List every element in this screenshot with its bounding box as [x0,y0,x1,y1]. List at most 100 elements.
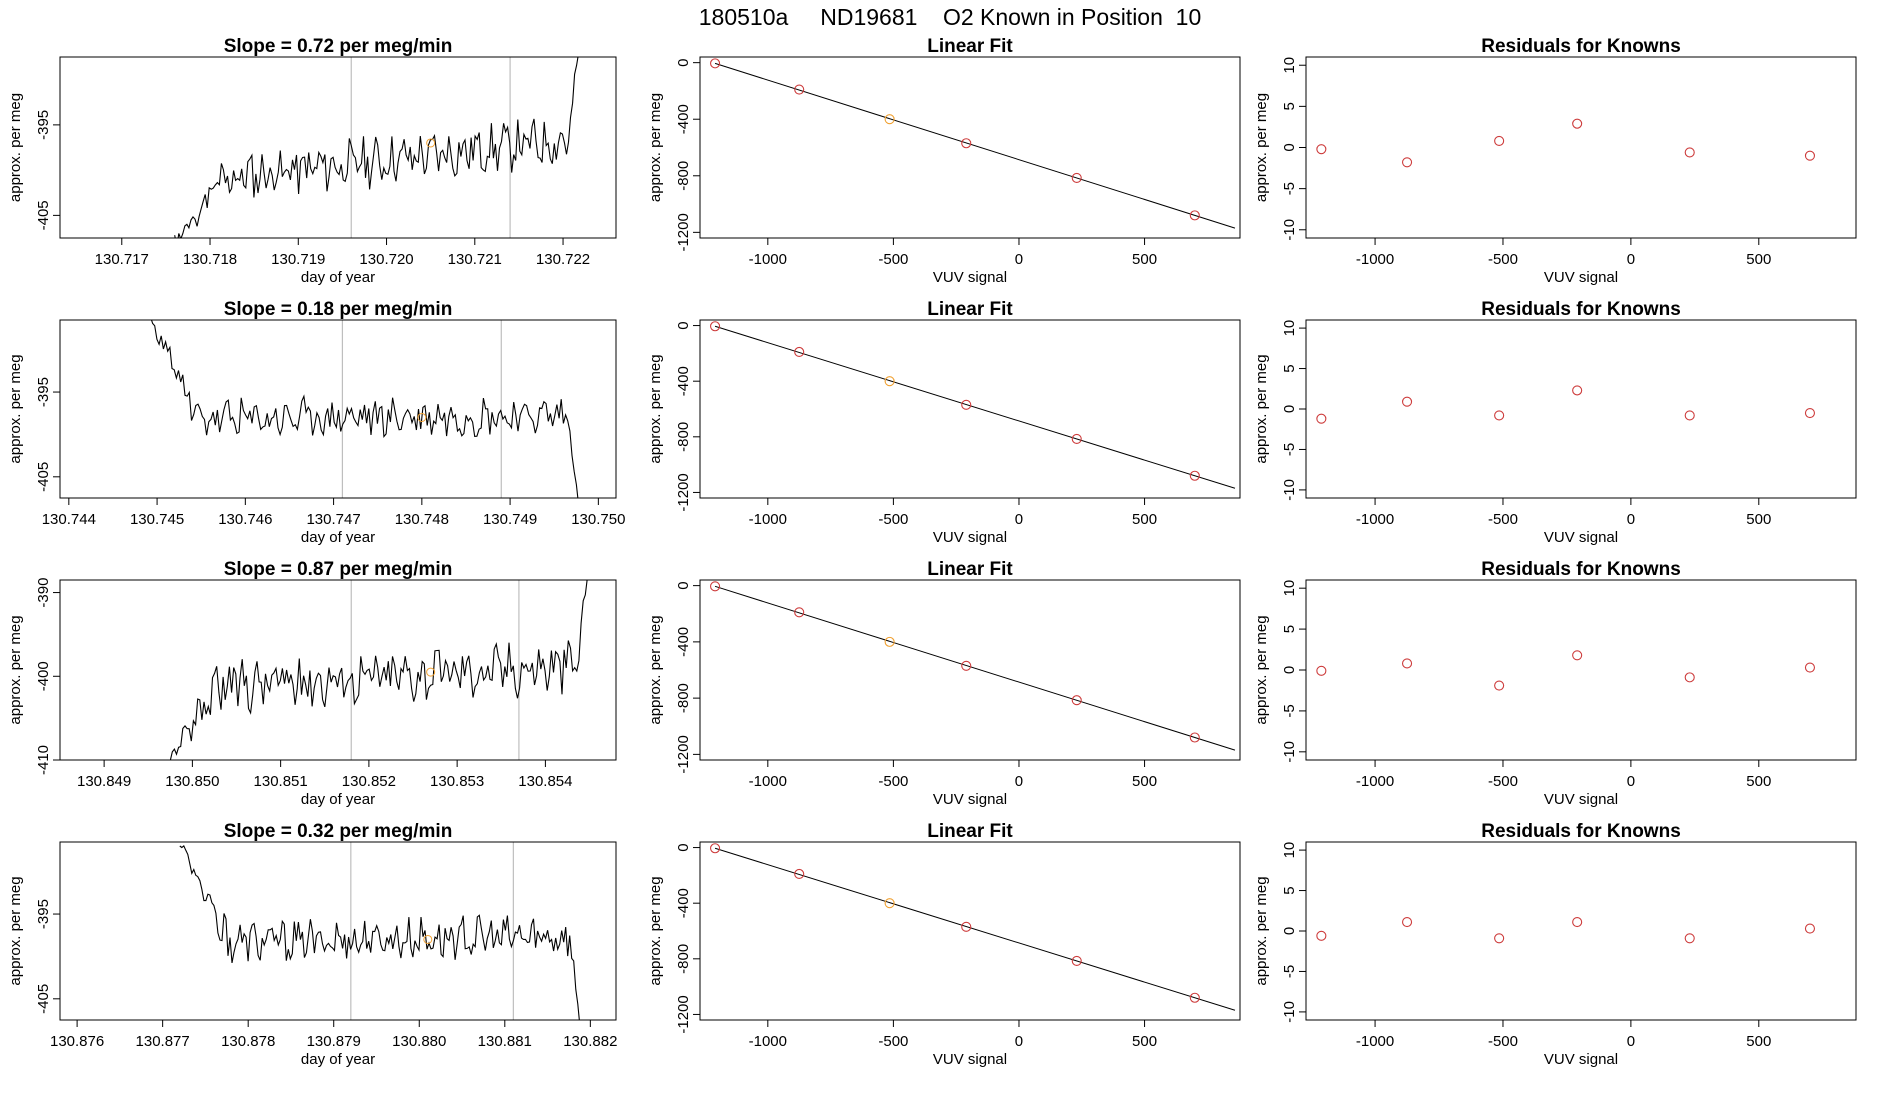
x-tick-label: 500 [1746,511,1771,528]
data-point [1189,470,1200,481]
x-tick-label: 500 [1746,773,1771,790]
x-tick-label: 130.749 [483,511,537,528]
x-tick-label: 500 [1132,511,1157,528]
plot-area [710,321,1236,489]
y-tick-label: 0 [675,58,692,66]
panel-rs2: Residuals for Knowns -1000 -500 0 500 VUV sig… [1253,299,1857,546]
x-tick-label: 130.850 [165,773,219,790]
panel-title: Linear Fit [927,559,1013,580]
plot-area [179,845,580,1020]
x-tick-label: 130.745 [130,511,184,528]
y-tick-label: -1200 [675,473,692,511]
data-point [794,868,805,880]
data-point [710,321,721,332]
x-tick-label: 130.748 [395,511,449,528]
y-tick-label: -400 [675,366,692,396]
data-point [1401,917,1413,928]
fit-line [714,62,1236,229]
data-point [794,84,805,95]
x-tick-label: 130.717 [95,251,149,268]
panel-title: Linear Fit [927,821,1013,842]
y-axis-label: approx. per meg [1253,615,1270,724]
series-line [169,580,588,760]
x-tick-label: 130.746 [218,511,272,528]
data-point [710,581,721,592]
y-tick-label: 0 [675,843,692,851]
data-point [1189,992,1200,1003]
x-tick-label: 130.720 [359,251,413,268]
y-tick-label: 10 [1281,57,1298,74]
x-tick-label: 130.744 [42,511,96,528]
y-tick-label: 5 [1281,625,1298,633]
plot-frame [699,56,1241,239]
y-tick-label: -405 [35,462,52,492]
x-tick-label: 0 [1015,511,1023,528]
y-tick-label: -800 [675,161,692,191]
panel-title: Slope = 0.18 per meg/min [224,299,453,320]
data-point [1401,396,1413,407]
y-tick-label: 10 [1281,320,1298,337]
x-axis-label: day of year [301,791,375,808]
data-point [1804,150,1816,161]
x-tick-label: 0 [1015,773,1023,790]
data-point [884,898,895,909]
data-point [1494,933,1505,944]
data-point [1071,172,1082,183]
plot-area [174,57,579,238]
x-tick-label: 130.721 [448,251,502,268]
x-tick-label: 130.849 [77,773,131,790]
x-tick-label: 0 [1627,511,1635,528]
highlight-point [426,667,436,677]
plot-area [710,581,1236,751]
x-tick-label: 130.881 [478,1033,532,1050]
x-tick-label: 0 [1627,1033,1635,1050]
x-tick-label: -500 [878,1033,908,1050]
y-tick-label: -5 [1281,182,1298,195]
series-line [150,320,579,498]
y-tick-label: -10 [1281,741,1298,763]
plot-frame [1305,579,1857,761]
panel-title: Linear Fit [927,36,1013,57]
x-tick-label: 130.719 [271,251,325,268]
panel-lf1: Linear Fit -1000 -500 0 500 VUV signal 0 -400 -8… [647,36,1241,286]
y-tick-label: -10 [1281,1001,1298,1023]
x-axis-label: VUV signal [1544,269,1618,286]
plot-area [710,843,1236,1011]
data-point [961,921,972,932]
panel-title: Residuals for Knowns [1481,299,1681,320]
y-tick-label: -5 [1281,443,1298,456]
page-title: 180510a ND19681 O2 Known in Position 10 [698,4,1202,30]
x-tick-label: 500 [1132,251,1157,268]
data-point [710,58,721,69]
x-tick-label: 130.852 [342,773,396,790]
data-point [884,636,895,647]
y-tick-label: -400 [675,627,692,657]
plot-frame [59,579,617,761]
series-line [174,57,579,238]
x-tick-label: -1000 [749,511,787,528]
x-tick-label: 130.853 [430,773,484,790]
panel-lf3: Linear Fit -1000 -500 0 500 VUV signal 0 -400 -8… [647,559,1241,808]
y-tick-label: -390 [35,578,52,608]
x-axis-label: VUV signal [933,529,1007,546]
y-tick-label: -400 [675,888,692,918]
data-point [1316,665,1327,676]
x-tick-label: -500 [878,511,908,528]
series-line [179,845,580,1020]
panel-title: Residuals for Knowns [1481,821,1681,842]
y-axis-label: approx. per meg [647,615,664,724]
x-tick-label: 130.880 [392,1033,446,1050]
y-tick-label: -1200 [675,213,692,251]
data-point [884,114,895,125]
y-tick-label: -400 [675,104,692,134]
plot-area [1316,385,1816,424]
x-tick-label: -500 [1488,1033,1518,1050]
x-tick-label: 0 [1627,251,1635,268]
data-point [794,346,805,358]
plot-frame [1305,319,1857,499]
x-tick-label: 0 [1015,1033,1023,1050]
plot-area [1316,917,1816,944]
data-point [1494,680,1505,691]
x-tick-label: 500 [1132,1033,1157,1050]
x-tick-label: 0 [1015,251,1023,268]
